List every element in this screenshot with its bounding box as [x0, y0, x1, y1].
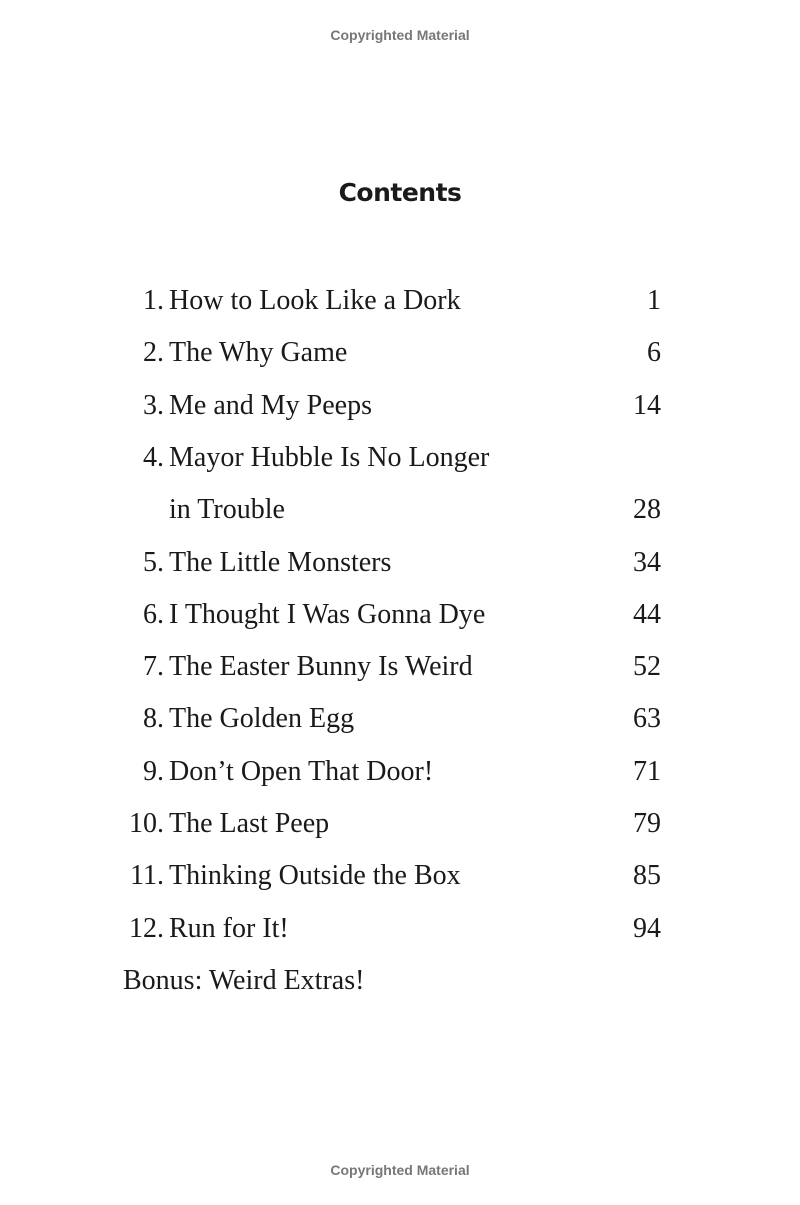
copyright-watermark-top: Copyrighted Material	[330, 27, 470, 43]
chapter-title: The Last Peep	[169, 808, 330, 839]
chapter-number: 6.	[143, 598, 164, 630]
chapter-number: 11.	[130, 860, 164, 892]
chapter-number: 12.	[129, 912, 164, 944]
toc-entry-continuation: in Trouble 28	[0, 492, 800, 544]
toc-entry: 3. Me and My Peeps 14	[0, 388, 800, 440]
page-number: 34	[633, 546, 661, 578]
page-number: 44	[633, 598, 661, 630]
chapter-title: I Thought I Was Gonna Dye	[169, 598, 486, 630]
chapter-title: Don’t Open That Door!	[169, 755, 434, 787]
toc-entry: 7. The Easter Bunny Is Weird 52	[0, 649, 800, 701]
chapter-number: 2.	[143, 337, 164, 369]
chapter-number: 3.	[143, 389, 164, 421]
page-number: 71	[633, 755, 661, 787]
toc-entry: 4. Mayor Hubble Is No Longer	[0, 440, 800, 492]
chapter-number: 1.	[143, 285, 164, 316]
chapter-title: How to Look Like a Dork	[169, 285, 461, 316]
toc-entry: 12. Run for It! 94	[0, 911, 800, 963]
chapter-title-continuation: in Trouble	[169, 494, 285, 526]
toc-entry: 9. Don’t Open That Door! 71	[0, 754, 800, 806]
page-number: 79	[633, 808, 661, 839]
chapter-title: Thinking Outside the Box	[169, 860, 461, 892]
chapter-title: Mayor Hubble Is No Longer	[169, 441, 490, 473]
toc-entry: 11. Thinking Outside the Box 85	[0, 858, 800, 910]
page-number: 85	[633, 860, 661, 892]
chapter-number: 7.	[143, 651, 164, 683]
page-number: 14	[633, 389, 661, 421]
toc-entry: 2. The Why Game 6	[0, 335, 800, 387]
page-number: 1	[647, 285, 661, 316]
toc-bonus-entry: Bonus: Weird Extras!	[0, 963, 800, 1015]
chapter-title: The Golden Egg	[169, 703, 355, 735]
chapter-number: 5.	[143, 546, 164, 578]
toc-entry: 1. How to Look Like a Dork 1	[0, 283, 800, 335]
toc-entry: 10. The Last Peep 79	[0, 806, 800, 858]
page-number: 6	[647, 337, 661, 369]
page-number: 52	[633, 651, 661, 683]
chapter-title: Run for It!	[169, 912, 289, 944]
page-number: 63	[633, 703, 661, 735]
chapter-title: The Easter Bunny Is Weird	[169, 651, 473, 683]
chapter-title: The Why Game	[169, 337, 348, 369]
chapter-number: 4.	[143, 441, 164, 473]
copyright-watermark-bottom: Copyrighted Material	[330, 1162, 470, 1178]
chapter-number: 9.	[143, 755, 164, 787]
page-number: 94	[633, 912, 661, 944]
chapter-title: The Little Monsters	[169, 546, 392, 578]
toc-entry: 5. The Little Monsters 34	[0, 545, 800, 597]
chapter-title: Me and My Peeps	[169, 389, 372, 421]
toc-entry: 8. The Golden Egg 63	[0, 701, 800, 753]
page-number: 28	[633, 494, 661, 526]
chapter-number: 10.	[129, 808, 164, 839]
bonus-title: Bonus: Weird Extras!	[123, 964, 365, 996]
page-title: Contents	[338, 178, 462, 207]
toc-entry: 6. I Thought I Was Gonna Dye 44	[0, 597, 800, 649]
chapter-number: 8.	[143, 703, 164, 735]
